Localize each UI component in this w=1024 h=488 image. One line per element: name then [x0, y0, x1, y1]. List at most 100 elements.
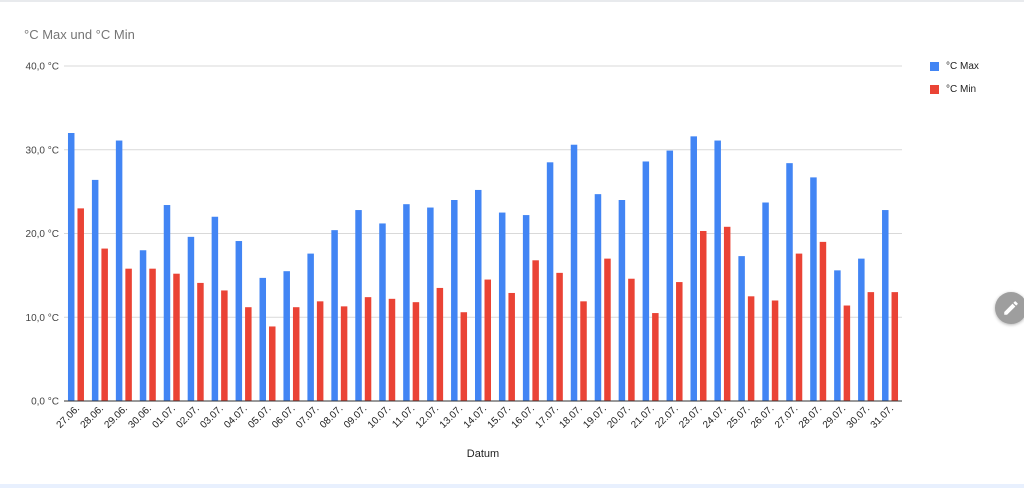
bar-max [618, 200, 626, 401]
legend-swatch-max [930, 61, 939, 71]
x-tick-label: 22.07. [653, 403, 680, 430]
bar-max [115, 140, 123, 401]
x-tick-label: 31.07. [869, 403, 896, 430]
x-tick-label: 11.07. [390, 403, 417, 430]
bar-min [269, 326, 276, 401]
x-tick-label: 10.07. [366, 403, 393, 430]
bar-max [259, 277, 267, 401]
x-tick-label: 29.07. [821, 403, 848, 430]
legend-item-min[interactable]: °C Min [930, 83, 979, 95]
bar-min [723, 226, 731, 401]
bar-min [436, 287, 444, 401]
pencil-icon [1004, 301, 1018, 315]
bar-max [451, 200, 458, 401]
bar-max [690, 136, 697, 401]
bar-min [101, 248, 108, 401]
bar-max [666, 150, 674, 401]
bar-min [532, 260, 539, 401]
x-tick-label: 05.07. [246, 403, 273, 430]
edit-chart-button[interactable] [995, 292, 1024, 324]
x-tick-label: 27.07. [773, 403, 800, 430]
bar-max [355, 210, 362, 401]
bar-max [642, 161, 650, 401]
legend-item-max[interactable]: °C Max [930, 60, 979, 72]
bar-max [67, 133, 75, 401]
bar-min [460, 312, 468, 401]
x-tick-label: 01.07. [150, 403, 177, 430]
x-tick-label: 16.07. [510, 403, 537, 430]
bar-max [810, 177, 817, 401]
bar-min [747, 296, 755, 401]
x-tick-label: 30.07. [845, 403, 872, 430]
bar-min [197, 282, 204, 401]
bar-max [211, 216, 219, 401]
x-tick-label: 13.07. [438, 403, 465, 430]
x-tick-label: 25.07. [725, 403, 752, 430]
bar-max [403, 204, 410, 401]
x-tick-label: 20.07. [605, 403, 632, 430]
x-tick-label: 28.07. [797, 403, 824, 430]
bar-max [594, 194, 602, 401]
bar-min [652, 313, 659, 401]
bar-min [149, 268, 156, 401]
bar-min [843, 305, 851, 401]
x-tick-label: 19.07. [581, 403, 608, 430]
bar-max [475, 189, 482, 401]
bar-max [522, 215, 530, 401]
bar-min [867, 292, 875, 401]
bar-max [307, 253, 314, 401]
bar-max [331, 230, 338, 401]
bar-min [292, 307, 300, 401]
y-tick-label: 20,0 °C [26, 229, 59, 240]
bar-max [714, 140, 721, 401]
bar-max [834, 270, 841, 401]
x-tick-label: 29.06. [103, 403, 130, 430]
legend-label-min: °C Min [946, 83, 977, 95]
bar-max [858, 258, 865, 401]
chart-title: °C Max und °C Min [24, 27, 135, 42]
bar-min [508, 292, 515, 401]
bar-max [91, 179, 99, 401]
legend: °C Max °C Min [930, 60, 979, 106]
bar-min [556, 272, 563, 401]
bar-min [676, 282, 683, 401]
bar-min [364, 297, 372, 401]
bar-min [412, 302, 420, 401]
bar-max [546, 162, 554, 401]
bar-min [891, 292, 899, 401]
bar-min [245, 307, 252, 401]
bar-min [221, 290, 228, 401]
y-tick-label: 0,0 °C [31, 397, 59, 408]
x-tick-label: 03.07. [198, 403, 225, 430]
bar-min [628, 278, 635, 401]
bar-min [819, 241, 827, 401]
x-axis-title: Datum [467, 448, 499, 460]
bar-max [163, 205, 171, 401]
top-border [0, 0, 1024, 2]
bar-min [77, 208, 84, 401]
bar-max [498, 212, 506, 401]
bar-min [484, 279, 491, 401]
bar-min [795, 253, 803, 401]
bar-min [388, 298, 396, 401]
x-tick-label: 12.07. [414, 403, 441, 430]
x-tick-label: 17.07. [534, 403, 561, 430]
x-tick-label: 15.07. [486, 403, 513, 430]
x-tick-label: 26.07. [749, 403, 776, 430]
bar-max [427, 207, 434, 401]
legend-swatch-min [930, 84, 939, 94]
bar-max [235, 241, 243, 401]
bar-max [283, 271, 290, 401]
bar-max [762, 202, 769, 401]
x-tick-label: 14.07. [462, 403, 489, 430]
bar-min [771, 300, 779, 401]
x-tick-label: 18.07. [557, 403, 584, 430]
bar-max [379, 223, 386, 401]
bar-max [139, 250, 147, 401]
bar-min [340, 306, 348, 401]
x-tick-label: 02.07. [174, 403, 201, 430]
x-tick-label: 21.07. [629, 403, 656, 430]
bar-min [604, 258, 611, 401]
bar-max [882, 210, 889, 401]
